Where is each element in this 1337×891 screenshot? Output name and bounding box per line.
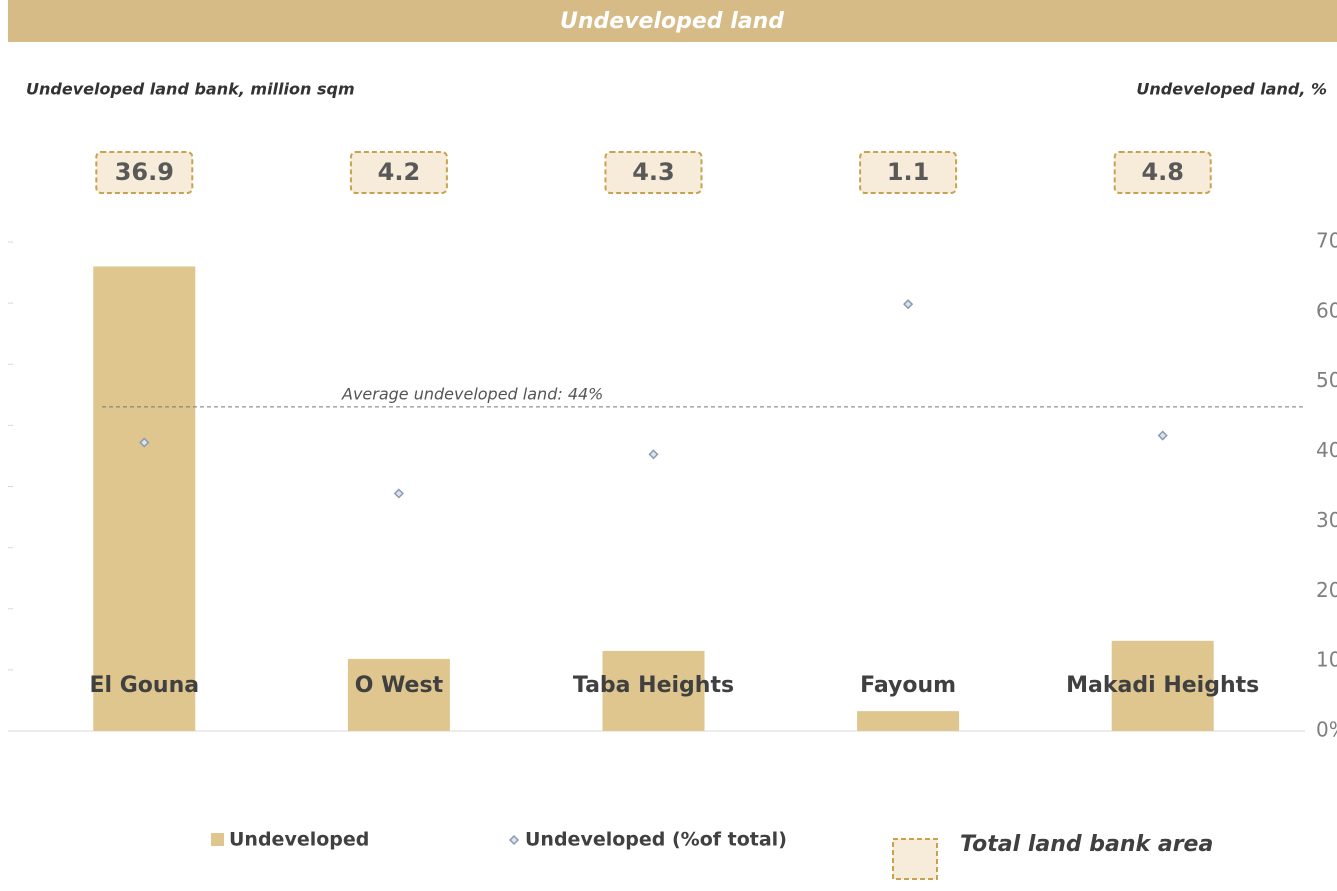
diamond-marker <box>139 437 150 448</box>
x-tick-label: Makadi Heights <box>1066 673 1259 698</box>
y2-tick-label: 70% <box>1316 229 1337 253</box>
bar <box>1111 640 1214 731</box>
y2-tick-label: 60% <box>1316 298 1337 322</box>
total-label: 1.1 <box>887 158 930 186</box>
total-box <box>349 151 448 194</box>
diamond-marker <box>648 449 659 460</box>
legend-diamond <box>508 834 520 846</box>
diamond-marker <box>1157 430 1168 441</box>
x-tick-label: Taba Heights <box>573 673 734 698</box>
y2-tick-label: 50% <box>1316 368 1337 392</box>
legend-label: Total land bank area <box>960 832 1213 857</box>
chart-title: Undeveloped land <box>560 9 784 34</box>
total-label: 4.8 <box>1141 158 1184 186</box>
diamond-marker <box>393 488 404 499</box>
total-label: 4.2 <box>378 158 421 186</box>
bar <box>602 650 705 731</box>
x-tick-label: O West <box>355 673 444 698</box>
legend-label: Undeveloped <box>229 829 369 851</box>
y2-tick-label: 40% <box>1316 438 1337 462</box>
legend-swatch <box>211 833 224 846</box>
bar <box>347 658 450 731</box>
bar <box>857 711 960 731</box>
diamond-marker <box>903 299 914 310</box>
total-box <box>859 151 958 194</box>
bar <box>93 266 196 731</box>
total-box <box>95 151 194 194</box>
y2-axis-label: Undeveloped land, % <box>1136 80 1327 99</box>
total-box <box>604 151 703 194</box>
legend-label: Undeveloped (%of total) <box>525 829 787 851</box>
legend-box <box>892 838 938 880</box>
y2-tick-label: 20% <box>1316 578 1337 602</box>
header-bar <box>8 0 1337 42</box>
x-tick-label: Fayoum <box>860 673 956 698</box>
total-label: 36.9 <box>115 158 174 186</box>
y-axis-label: Undeveloped land bank, million sqm <box>26 80 355 99</box>
annotation: Average undeveloped land: 44% <box>341 384 603 403</box>
total-label: 4.3 <box>632 158 675 186</box>
y2-tick-label: 0% <box>1316 718 1337 742</box>
total-box <box>1113 151 1212 194</box>
y2-tick-label: 30% <box>1316 508 1337 532</box>
x-tick-label: El Gouna <box>90 673 200 698</box>
y2-tick-label: 10% <box>1316 648 1337 672</box>
